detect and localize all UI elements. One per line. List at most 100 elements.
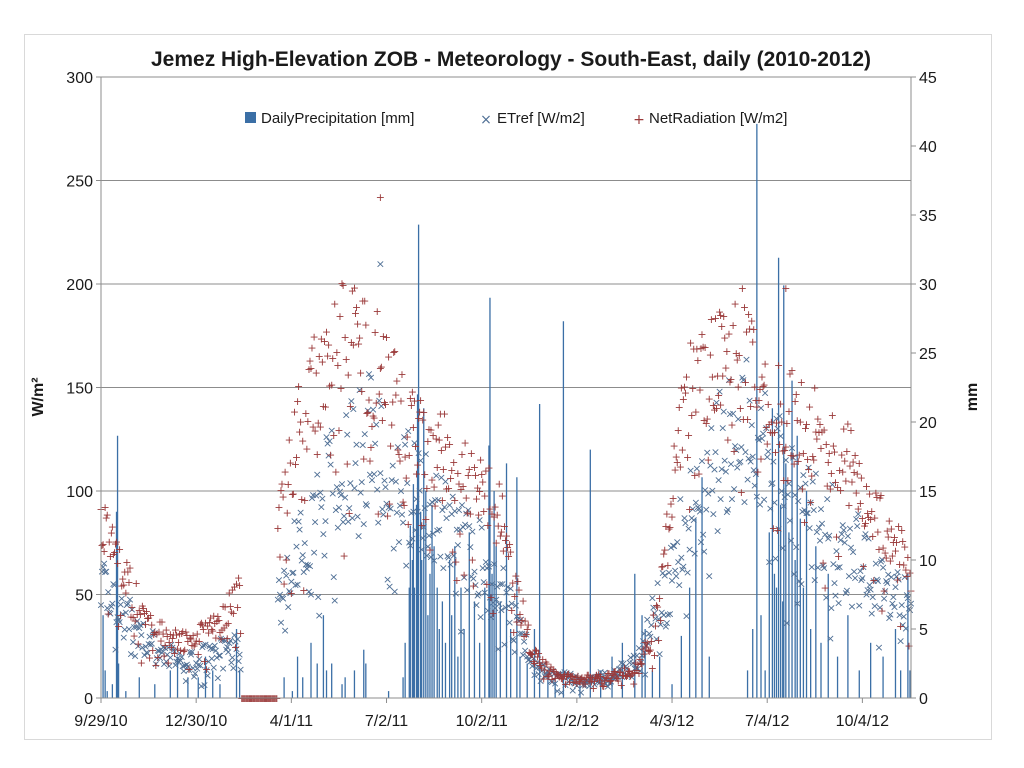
etref-marker: ×: [568, 684, 577, 697]
netradiation-marker: +: [465, 463, 474, 476]
netradiation-marker: +: [505, 538, 514, 551]
netradiation-marker: +: [178, 625, 187, 638]
etref-marker: ×: [725, 407, 734, 420]
netradiation-marker: +: [393, 444, 402, 457]
netradiation-marker: +: [636, 657, 645, 670]
etref-marker: ×: [461, 518, 470, 531]
etref-marker: ×: [335, 485, 344, 498]
netradiation-marker: +: [112, 535, 121, 548]
netradiation-marker: +: [734, 380, 743, 393]
netradiation-marker: +: [162, 623, 171, 636]
etref-marker: ×: [302, 562, 311, 575]
netradiation-marker: +: [225, 587, 234, 600]
etref-marker: ×: [631, 661, 640, 674]
netradiation-marker: +: [812, 432, 821, 445]
etref-marker: ×: [114, 613, 123, 626]
netradiation-marker: +: [297, 493, 306, 506]
etref-marker: ×: [615, 662, 624, 675]
etref-marker: ×: [535, 661, 544, 674]
netradiation-marker: +: [829, 440, 838, 453]
etref-marker: ×: [581, 679, 590, 692]
netradiation-marker: +: [506, 546, 515, 559]
netradiation-marker: +: [523, 623, 532, 636]
netradiation-marker: +: [491, 500, 500, 513]
etref-marker: ×: [720, 454, 729, 467]
etref-marker: ×: [871, 557, 880, 570]
etref-marker: ×: [393, 441, 402, 454]
etref-marker: ×: [158, 641, 167, 654]
netradiation-marker: +: [457, 448, 466, 461]
netradiation-marker: +: [435, 434, 444, 447]
netradiation-marker: +: [686, 337, 695, 350]
etref-marker: ×: [162, 655, 171, 668]
etref-marker: ×: [177, 650, 186, 663]
etref-marker: ×: [586, 670, 595, 683]
netradiation-marker: +: [187, 639, 196, 652]
netradiation-marker: +: [394, 448, 403, 461]
etref-marker: ×: [371, 437, 380, 450]
etref-marker: ×: [899, 610, 908, 623]
etref-marker: ×: [348, 511, 357, 524]
netradiation-marker: +: [574, 675, 583, 688]
netradiation-marker: +: [857, 471, 866, 484]
etref-marker: ×: [189, 670, 198, 683]
netradiation-marker: +: [711, 312, 720, 325]
etref-marker: ×: [559, 670, 568, 683]
netradiation-marker: +: [751, 394, 760, 407]
etref-marker: ×: [675, 579, 684, 592]
netradiation-marker: +: [604, 667, 613, 680]
etref-marker: ×: [137, 628, 146, 641]
netradiation-marker: +: [199, 623, 208, 636]
netradiation-marker: +: [213, 610, 222, 623]
etref-marker: ×: [402, 559, 411, 572]
netradiation-marker: +: [665, 521, 674, 534]
netradiation-marker: +: [678, 444, 687, 457]
etref-marker: ×: [893, 566, 902, 579]
netradiation-marker: +: [342, 353, 351, 366]
etref-marker: ×: [427, 496, 436, 509]
etref-marker: ×: [632, 649, 641, 662]
etref-marker: ×: [228, 651, 237, 664]
etref-marker: ×: [536, 674, 545, 687]
etref-marker: ×: [798, 505, 807, 518]
etref-marker: ×: [654, 612, 663, 625]
netradiation-marker: +: [868, 530, 877, 543]
etref-marker: ×: [868, 591, 877, 604]
netradiation-marker: +: [438, 494, 447, 507]
netradiation-marker: +: [727, 419, 736, 432]
etref-marker: ×: [882, 574, 891, 587]
netradiation-marker: +: [303, 415, 312, 428]
etref-marker: ×: [99, 557, 108, 570]
netradiation-marker: +: [588, 672, 597, 685]
netradiation-marker: +: [683, 451, 692, 464]
etref-marker: ×: [365, 468, 374, 481]
netradiation-marker: +: [166, 628, 175, 641]
netradiation-marker: +: [789, 457, 798, 470]
etref-marker: ×: [781, 454, 790, 467]
netradiation-marker: +: [361, 319, 370, 332]
netradiation-marker: +: [677, 381, 686, 394]
etref-marker: ×: [890, 600, 899, 613]
etref-marker: ×: [486, 610, 495, 623]
netradiation-marker: +: [515, 608, 524, 621]
etref-marker: ×: [832, 545, 841, 558]
netradiation-marker: +: [648, 662, 657, 675]
netradiation-marker: +: [831, 476, 840, 489]
netradiation-marker: +: [628, 667, 637, 680]
netradiation-marker: +: [792, 388, 801, 401]
netradiation-marker: +: [785, 367, 794, 380]
netradiation-marker: +: [528, 648, 537, 661]
netradiation-marker: +: [121, 587, 130, 600]
etref-marker: ×: [746, 455, 755, 468]
etref-marker: ×: [381, 481, 390, 494]
netradiation-marker: +: [322, 325, 331, 338]
etref-marker: ×: [636, 656, 645, 669]
netradiation-marker: +: [97, 539, 106, 552]
netradiation-marker: +: [855, 457, 864, 470]
etref-marker: ×: [394, 535, 403, 548]
netradiation-marker: +: [383, 509, 392, 522]
netradiation-marker: +: [406, 392, 415, 405]
netradiation-marker: +: [615, 666, 624, 679]
etref-marker: ×: [571, 669, 580, 682]
netradiation-marker: +: [347, 336, 356, 349]
